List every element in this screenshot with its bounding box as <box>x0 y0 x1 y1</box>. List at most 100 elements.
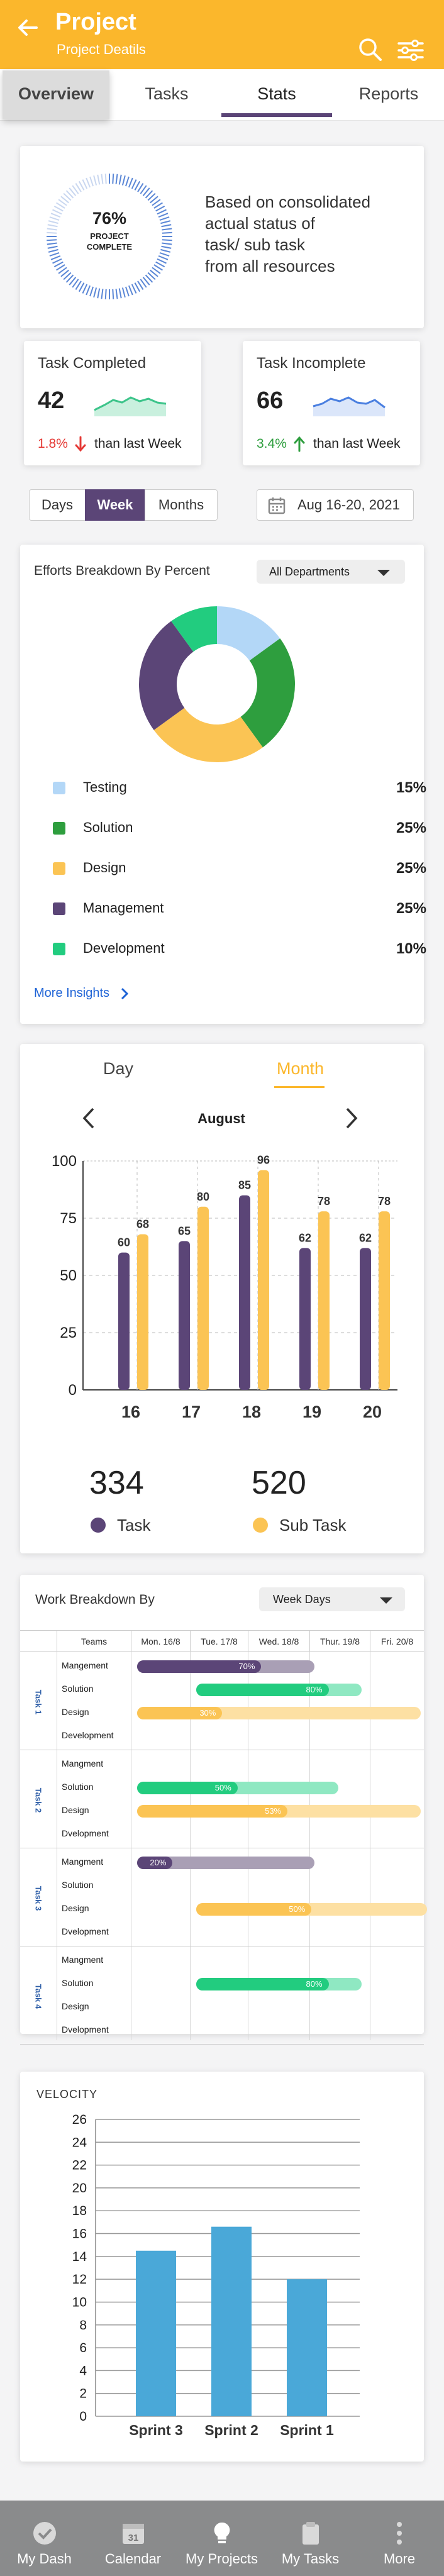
velocity-bar <box>136 2250 176 2416</box>
clipboard-icon <box>302 2522 319 2545</box>
ring-tick <box>118 288 122 299</box>
legend-label: Design <box>83 860 126 875</box>
legend-value: 25% <box>396 900 426 917</box>
ring-tick <box>152 199 161 206</box>
ring-tick <box>58 199 67 206</box>
task-name-cell: Task 3 <box>20 1852 57 1945</box>
ring-tick <box>53 261 64 268</box>
legend-value: 10% <box>396 940 426 957</box>
description-line: Based on consolidated <box>205 192 371 211</box>
chevron-right-icon[interactable] <box>119 987 130 1001</box>
ring-tick <box>115 174 118 184</box>
tab-overview[interactable]: Overview <box>3 70 109 119</box>
task-completed-sparkline <box>94 396 167 416</box>
calendar-icon: 31 <box>122 2524 144 2544</box>
ring-tick <box>65 274 74 283</box>
ring-tick <box>155 205 165 212</box>
gantt-column-header: Teams <box>57 1631 131 1652</box>
team-label: Mangement <box>62 1660 108 1670</box>
legend-label: Management <box>83 900 164 916</box>
more-vertical-icon <box>397 2522 402 2545</box>
chart-month-label: August <box>197 1111 245 1126</box>
nav-more[interactable]: More <box>355 2507 444 2576</box>
more-insights-link[interactable]: More Insights <box>34 986 109 1001</box>
tab-reports[interactable]: Reports <box>358 84 419 103</box>
ring-tick <box>56 202 65 209</box>
team-label: Dvelopment <box>62 1828 109 1838</box>
gantt-bar-track: 50% <box>137 1782 338 1794</box>
donut-slice-development <box>171 606 217 652</box>
ring-tick <box>72 185 79 194</box>
period-days-button[interactable]: Days <box>29 489 86 521</box>
chevron-right-icon[interactable] <box>345 1107 358 1130</box>
ring-tick <box>52 209 62 215</box>
y-tick-label: 50 <box>60 1267 77 1284</box>
bar-value-label: 85 <box>238 1179 251 1192</box>
task-legend-dot <box>91 1518 106 1533</box>
efforts-donut-chart <box>139 606 295 762</box>
toggle-month[interactable]: Month <box>277 1059 325 1078</box>
task-incomplete-card: Task Incomplete 66 3.4% than last Week <box>243 341 420 465</box>
toggle-day[interactable]: Day <box>103 1059 134 1078</box>
task-subtask-chart-card: Day Month August 0 25 50 75 100 60 68 16 65 80 17 8… <box>20 1044 424 1553</box>
gantt-bar-track: 80% <box>196 1978 362 1990</box>
ring-tick <box>75 280 82 290</box>
back-arrow-icon[interactable] <box>15 15 40 40</box>
ring-tick <box>142 187 150 196</box>
gantt-bar-progress: 53% <box>137 1805 288 1818</box>
tab-tasks[interactable]: Tasks <box>145 84 189 103</box>
ring-tick <box>121 175 126 186</box>
team-label: Design <box>62 1805 89 1815</box>
task-completed-change-note: than last Week <box>94 436 182 451</box>
ring-tick <box>47 224 58 228</box>
date-range-text: Aug 16-20, 2021 <box>297 497 400 513</box>
filter-settings-icon[interactable] <box>396 38 425 63</box>
gantt-bar-progress: 80% <box>196 1684 329 1696</box>
ring-tick <box>58 267 67 274</box>
x-tick-label: Sprint 3 <box>129 2422 183 2438</box>
gantt-bar-track: 80% <box>196 1684 362 1696</box>
ring-tick <box>160 220 171 225</box>
period-months-button[interactable]: Months <box>145 489 218 521</box>
nav-my-projects[interactable]: My Projects <box>177 2507 266 2576</box>
lightbulb-icon <box>214 2522 230 2543</box>
task-name: Task 2 <box>33 1787 43 1813</box>
nav-my-dash[interactable]: My Dash <box>0 2507 89 2576</box>
tab-stats[interactable]: Stats <box>257 84 296 103</box>
gantt-column-header: Fri. 20/8 <box>370 1631 424 1652</box>
gantt-header: Teams Mon. 16/8 Tue. 17/8 Wed. 18/8 Thur. 19… <box>20 1630 424 1652</box>
ring-tick <box>60 269 69 277</box>
subtask-legend-dot <box>253 1518 268 1533</box>
legend-swatch <box>53 822 65 835</box>
nav-calendar[interactable]: 31 Calendar <box>89 2507 177 2576</box>
bar-value-label: 78 <box>378 1195 391 1208</box>
bar-sub-task <box>137 1234 148 1390</box>
ring-tick <box>157 209 167 215</box>
legend-row: Design 25% <box>53 858 426 883</box>
ring-tick <box>47 245 58 249</box>
work-breakdown-title: Work Breakdown By <box>35 1592 155 1607</box>
chevron-left-icon[interactable] <box>82 1107 96 1130</box>
ring-tick <box>97 174 101 185</box>
nav-label: Calendar <box>104 2551 162 2567</box>
ring-tick <box>128 177 133 188</box>
ring-tick <box>52 258 62 264</box>
bar-value-label: 96 <box>257 1154 270 1167</box>
date-range-picker[interactable]: Aug 16-20, 2021 <box>257 489 414 521</box>
nav-my-tasks[interactable]: My Tasks <box>266 2507 355 2576</box>
team-label: Design <box>62 2001 89 2011</box>
gantt-group-separator <box>20 2044 424 2045</box>
period-week-button[interactable]: Week <box>85 489 145 521</box>
y-tick-label: 0 <box>79 2409 87 2424</box>
donut-slice-solution <box>240 638 295 748</box>
ring-tick <box>101 174 104 184</box>
search-icon[interactable] <box>357 36 384 63</box>
ring-tick <box>153 264 163 271</box>
completion-ring <box>47 174 172 299</box>
x-tick-label: Sprint 2 <box>204 2422 258 2438</box>
weekday-dropdown[interactable]: Week Days <box>259 1587 405 1611</box>
bar-task <box>179 1241 190 1390</box>
team-label: Development <box>62 1730 114 1740</box>
legend-swatch <box>53 902 65 915</box>
